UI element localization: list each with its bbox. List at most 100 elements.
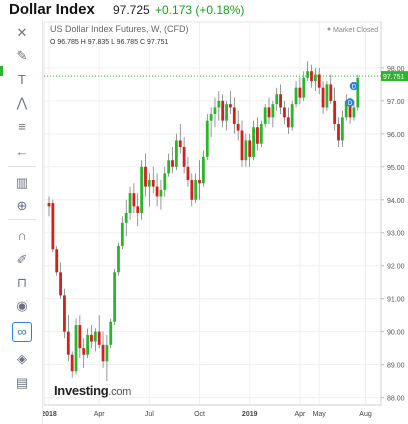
trash-icon[interactable]: ▤ xyxy=(15,375,29,390)
candle-body xyxy=(124,212,128,223)
candle-body xyxy=(283,107,286,118)
price-change: +0.173 (+0.18%) xyxy=(155,3,245,17)
candle-body xyxy=(63,295,66,332)
x-tick-label: Apr xyxy=(94,411,106,418)
market-status-dot xyxy=(327,27,331,31)
x-tick-label: 2019 xyxy=(242,411,258,418)
y-tick-label: 98.00 xyxy=(387,66,405,73)
candle-body xyxy=(66,331,70,355)
drawing-toolbar: ✕ ✎ T ⋀ ≡ ← ▥ ⊕ ∩ ✐ ⊓ ◉ ∞ ◈ ▤ xyxy=(0,20,43,424)
instrument-title: Dollar Index xyxy=(9,1,95,18)
magnet-icon[interactable]: ∩ xyxy=(17,228,27,243)
fibonacci-icon[interactable]: ≡ xyxy=(18,119,26,134)
pencil-lock-icon[interactable]: ✐ xyxy=(16,252,28,267)
candle-body xyxy=(90,334,93,342)
candle-body xyxy=(221,100,225,121)
candle-body xyxy=(198,179,201,184)
brush-icon[interactable]: ✎ xyxy=(16,48,28,63)
x-tick-label: May xyxy=(313,411,327,418)
y-tick-label: 96.00 xyxy=(387,132,405,139)
last-price: 97.725 xyxy=(113,3,150,17)
candle-body xyxy=(190,179,194,200)
candle-body xyxy=(78,325,82,349)
lock-icon[interactable]: ⊓ xyxy=(16,275,28,290)
candle-body xyxy=(136,206,140,213)
candle-body xyxy=(174,140,178,167)
zoom-icon[interactable]: ⊕ xyxy=(16,198,28,213)
market-status: Market Closed xyxy=(333,27,378,34)
candle-body xyxy=(294,87,298,105)
candle-body xyxy=(167,160,171,174)
candle-body xyxy=(101,344,105,362)
eye-icon[interactable]: ◉ xyxy=(16,298,28,313)
y-tick-label: 95.00 xyxy=(387,165,405,172)
candle-body xyxy=(209,114,213,121)
toolbar-divider xyxy=(8,219,36,220)
candle-body xyxy=(109,321,113,345)
candle-body xyxy=(263,107,267,124)
candle-body xyxy=(248,140,252,157)
candle-body xyxy=(306,71,310,78)
toolbar-divider xyxy=(8,166,36,167)
candle-body xyxy=(178,140,182,148)
back-arrow-icon[interactable]: ← xyxy=(15,144,29,159)
candle-body xyxy=(352,107,356,118)
candle-body xyxy=(313,74,317,82)
candle-body xyxy=(186,166,190,180)
candle-body xyxy=(117,245,120,273)
x-tick-label: 2018 xyxy=(41,411,57,418)
y-tick-label: 90.00 xyxy=(387,330,405,337)
candle-body xyxy=(105,344,109,362)
candle-body xyxy=(74,325,78,372)
y-tick-label: 88.00 xyxy=(387,396,405,403)
candle-body xyxy=(159,189,163,197)
x-tick-label: Jul xyxy=(145,411,154,418)
x-tick-label: Oct xyxy=(194,411,205,418)
plot-area xyxy=(43,21,382,406)
candle-body xyxy=(182,147,186,167)
ohlc-readout: O 96.785 H 97.835 L 96.785 C 97.751 xyxy=(50,39,169,46)
y-tick-label: 92.00 xyxy=(387,264,405,271)
candle-body xyxy=(82,348,86,355)
candle-body xyxy=(302,77,306,98)
candle-body xyxy=(151,179,155,187)
candle-body xyxy=(155,186,159,197)
text-icon[interactable]: T xyxy=(18,72,26,87)
pattern-icon[interactable]: ⋀ xyxy=(16,95,28,110)
candle-body xyxy=(329,84,333,101)
candle-body xyxy=(229,104,232,108)
candle-body xyxy=(259,123,263,144)
candle-body xyxy=(310,71,313,82)
event-marker-label: D xyxy=(352,85,357,91)
layers-icon[interactable]: ◈ xyxy=(17,351,27,366)
event-marker xyxy=(345,98,355,107)
candle-body xyxy=(344,100,348,118)
candle-body xyxy=(55,249,59,273)
crosshair-icon[interactable]: ✕ xyxy=(16,25,28,40)
candle-body xyxy=(286,117,290,128)
candle-body xyxy=(298,87,302,98)
candle-body xyxy=(132,193,136,207)
y-tick-label: 89.00 xyxy=(387,363,405,370)
candle-body xyxy=(97,331,101,345)
candle-body xyxy=(325,84,329,108)
candle-body xyxy=(213,107,217,115)
candle-body xyxy=(202,156,205,184)
measure-icon[interactable]: ▥ xyxy=(15,175,29,190)
candle-body xyxy=(128,193,132,213)
candle-body xyxy=(275,94,279,105)
event-marker xyxy=(349,81,359,91)
candle-body xyxy=(70,354,74,372)
candle-body xyxy=(252,127,255,157)
candle-body xyxy=(51,203,55,250)
logo-main: Investing xyxy=(54,383,109,398)
candle-body xyxy=(348,100,352,118)
candle-body xyxy=(194,179,198,200)
candle-body xyxy=(225,104,228,121)
candle-body xyxy=(267,107,271,118)
link-icon[interactable]: ∞ xyxy=(12,322,32,342)
candle-body xyxy=(47,203,51,207)
chart-legend-title: US Dollar Index Futures, W, (CFD) xyxy=(50,24,189,34)
candle-body xyxy=(232,107,236,124)
